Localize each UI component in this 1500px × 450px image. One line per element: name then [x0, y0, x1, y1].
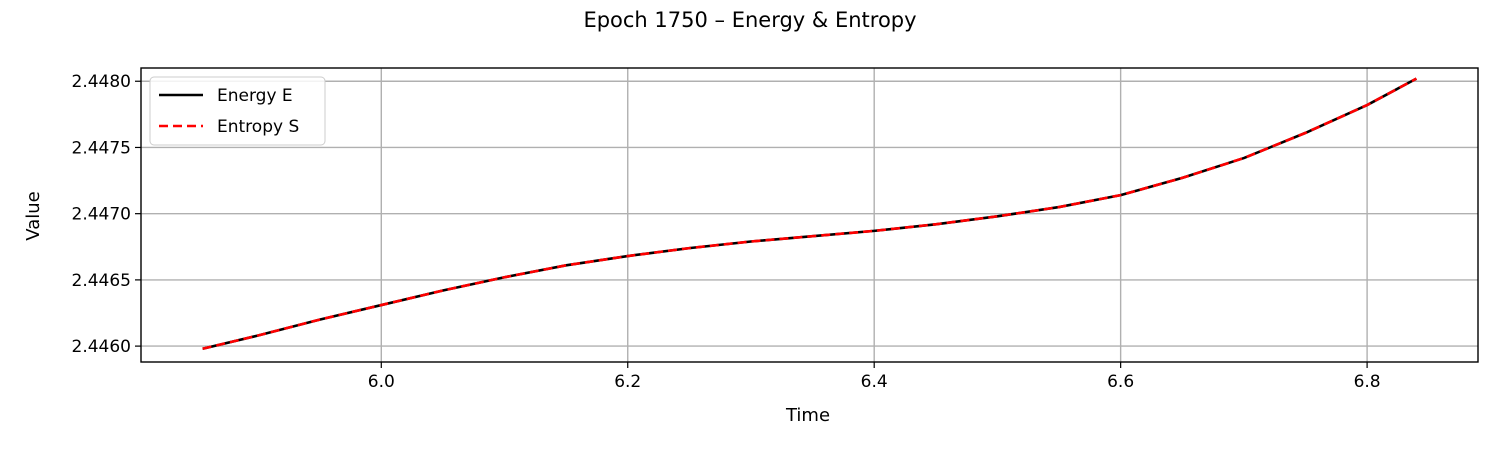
- series-layer: [202, 77, 1418, 351]
- y-axis-label: Value: [23, 191, 44, 240]
- y-tick-label: 2.4460: [72, 337, 131, 357]
- x-tick-label: 6.0: [368, 372, 395, 392]
- series-line-2: [202, 77, 1418, 351]
- legend-label: Energy E: [217, 86, 293, 106]
- y-tick-label: 2.4475: [72, 138, 131, 158]
- y-tick-label: 2.4480: [72, 72, 131, 92]
- y-tick-label: 2.4465: [72, 271, 131, 291]
- chart-title: Epoch 1750 – Energy & Entropy: [583, 8, 916, 32]
- x-tick-label: 6.6: [1107, 372, 1134, 392]
- x-tick-label: 6.2: [614, 372, 641, 392]
- ticks-layer: 6.0 6.2 6.4 6.6 6.8 2.4460 2.4465 2.4470 2.4475 2…: [72, 72, 1381, 392]
- legend: Energy E Entropy S: [149, 76, 326, 146]
- y-tick-label: 2.4470: [72, 205, 131, 225]
- plot-frame: [140, 67, 1479, 363]
- legend-label: Entropy S: [217, 117, 299, 137]
- x-tick-label: 6.4: [861, 372, 888, 392]
- grid-layer: [141, 68, 1478, 362]
- x-axis-label: Time: [785, 405, 830, 426]
- x-tick-label: 6.8: [1354, 372, 1381, 392]
